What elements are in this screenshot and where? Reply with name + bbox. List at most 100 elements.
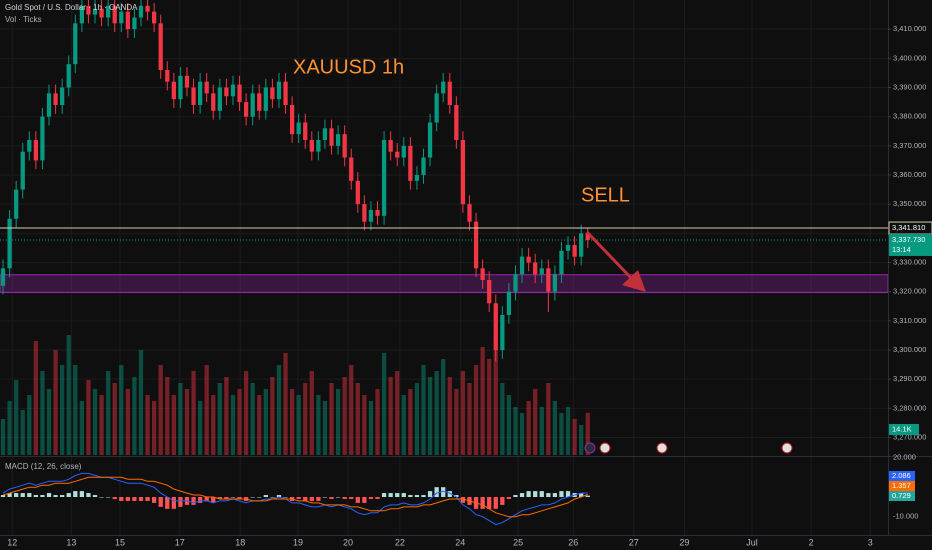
x-tick-label: 3 [868, 537, 873, 547]
candle-body [257, 93, 262, 111]
macd-histogram-bar [79, 491, 84, 498]
macd-histogram-bar [322, 497, 328, 498]
volume-bar [533, 389, 538, 455]
volume-bar [309, 371, 314, 455]
candle-body [158, 23, 163, 70]
candle-body [559, 250, 564, 275]
candle-body [388, 140, 393, 152]
macd-histogram-bar [487, 497, 492, 509]
volume-bar [178, 383, 183, 455]
candle-body [106, 5, 111, 18]
candle-body [191, 87, 196, 105]
candle-body [533, 262, 538, 275]
macd-histogram-bar [92, 495, 98, 498]
macd-histogram-bar [408, 495, 413, 498]
x-tick-label: 26 [568, 537, 578, 547]
volume-bar [322, 401, 328, 455]
candle-body [184, 75, 190, 88]
event-icon[interactable] [599, 442, 611, 454]
macd-histogram-bar [559, 491, 564, 498]
macd-value-label: 2.086 [892, 471, 911, 480]
candle-body [86, 5, 91, 15]
volume-bar [329, 383, 334, 455]
candle-body [467, 204, 472, 222]
event-icon[interactable] [781, 442, 793, 454]
zone [0, 274, 889, 294]
event-icon[interactable] [656, 442, 668, 454]
y-tick-label: 3,310.000 [893, 316, 926, 325]
candle-body [296, 122, 301, 135]
macd-histogram-bar [263, 495, 268, 498]
volume-bar [224, 377, 229, 455]
macd-histogram-bar [381, 493, 387, 498]
macd-histogram-bar [388, 493, 393, 498]
volume-bar [112, 383, 117, 455]
candle-body [27, 140, 32, 152]
candle-body [92, 8, 98, 15]
annotation: SELL [581, 184, 630, 206]
macd-histogram-bar [362, 497, 367, 503]
x-tick-label: Jul [746, 537, 758, 547]
volume-bar [401, 395, 406, 455]
volume-bar [184, 389, 190, 455]
hline-label: 3,341.810 [892, 223, 925, 232]
macd-histogram-bar [211, 497, 216, 503]
volume-bar [204, 365, 209, 455]
candle-body [552, 274, 558, 292]
macd-histogram-bar [519, 493, 525, 498]
x-tick-label: 25 [513, 537, 523, 547]
macd-histogram-bar [197, 497, 203, 503]
macd-histogram-bar [349, 497, 354, 499]
macd-histogram-bar [447, 491, 452, 498]
candle-body [362, 204, 367, 222]
volume-bar [355, 383, 360, 455]
candle-body [539, 268, 544, 275]
volume-bar [53, 350, 58, 455]
macd-histogram-bar [329, 497, 334, 499]
macd-histogram-bar [0, 495, 6, 498]
candle-body [526, 256, 531, 263]
candle-body [303, 122, 308, 140]
macd-histogram-bar [421, 495, 426, 498]
candle-body [441, 81, 446, 94]
macd-histogram-bar [138, 497, 144, 501]
macd-histogram-bar [316, 497, 321, 501]
macd-histogram-bar [145, 497, 150, 501]
volume-bar [158, 365, 163, 455]
macd-tick-label: 20.000 [893, 453, 916, 462]
candle-body [500, 315, 505, 350]
volume-bar [480, 347, 485, 455]
y-tick-label: 3,280.000 [893, 403, 926, 412]
candle-body [79, 5, 84, 24]
grid [0, 0, 888, 535]
candle-body [119, 11, 124, 24]
macd-histogram-bar [86, 493, 91, 498]
volume-bar [217, 383, 222, 455]
volume-bar [27, 395, 32, 455]
macd-tick-label: -10.000 [893, 512, 918, 521]
y-tick-label: 3,360.000 [893, 170, 926, 179]
candle-body [460, 140, 466, 205]
candle-body [60, 87, 65, 105]
macd-histogram-bar [46, 493, 52, 498]
candle-body [270, 87, 275, 100]
candle-body [250, 93, 255, 117]
macd-histogram-bar [579, 493, 584, 498]
macd-histogram-bar [73, 491, 78, 498]
macd-histogram-bar [296, 497, 301, 499]
macd-histogram-bar [493, 497, 498, 509]
volume-bar [414, 383, 420, 455]
candle-body [99, 8, 104, 18]
arrow-shaft [585, 230, 635, 282]
candle-body [125, 11, 130, 30]
macd-histogram-bar [125, 497, 130, 501]
volume-bar [165, 377, 170, 455]
candle-body [342, 134, 347, 158]
event-icon[interactable] [584, 442, 596, 454]
macd-histogram-bar [66, 493, 71, 498]
candle-body [434, 93, 439, 123]
candle-body [224, 87, 229, 97]
candle-body [112, 5, 117, 24]
volume-bar [270, 377, 275, 455]
candle-body [375, 210, 380, 216]
